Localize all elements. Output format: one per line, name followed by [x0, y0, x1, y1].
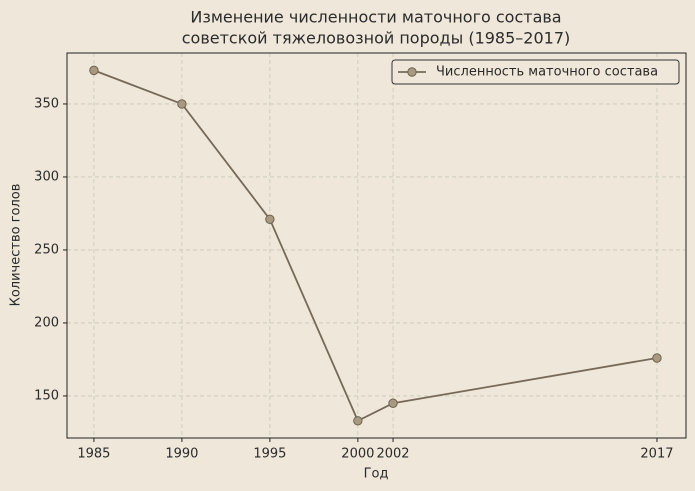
- data-point: [388, 398, 398, 408]
- y-tick-label: 300: [34, 169, 59, 184]
- data-point: [89, 65, 99, 76]
- data-point: [265, 214, 275, 224]
- legend-label: Численность маточного состава: [436, 65, 658, 80]
- x-tick-label: 1985: [77, 447, 110, 462]
- x-tick-label: 2002: [376, 447, 409, 462]
- legend: Численность маточного состава: [391, 59, 680, 85]
- y-tick-label: 250: [34, 242, 59, 257]
- chart-title: Изменение численности маточного состава: [190, 8, 561, 27]
- x-tick-label: 2017: [640, 447, 673, 462]
- data-point: [652, 353, 662, 363]
- x-tick-label: 1995: [253, 447, 286, 462]
- data-line: [93, 69, 658, 422]
- y-tick-label: 200: [34, 315, 59, 330]
- x-tick-label: 1990: [165, 447, 198, 462]
- x-axis-label: Год: [364, 467, 389, 482]
- chart-title: советской тяжеловозной породы (1985–2017…: [182, 29, 571, 48]
- y-tick-label: 350: [34, 96, 59, 111]
- legend-marker: [407, 67, 417, 77]
- data-point: [353, 416, 363, 426]
- y-axis-label: Количество голов: [9, 184, 24, 307]
- plot-frame: [66, 52, 687, 439]
- data-point: [177, 99, 187, 109]
- legend-box: [391, 59, 680, 85]
- y-tick-label: 150: [34, 388, 59, 403]
- x-tick-label: 2000: [341, 447, 374, 462]
